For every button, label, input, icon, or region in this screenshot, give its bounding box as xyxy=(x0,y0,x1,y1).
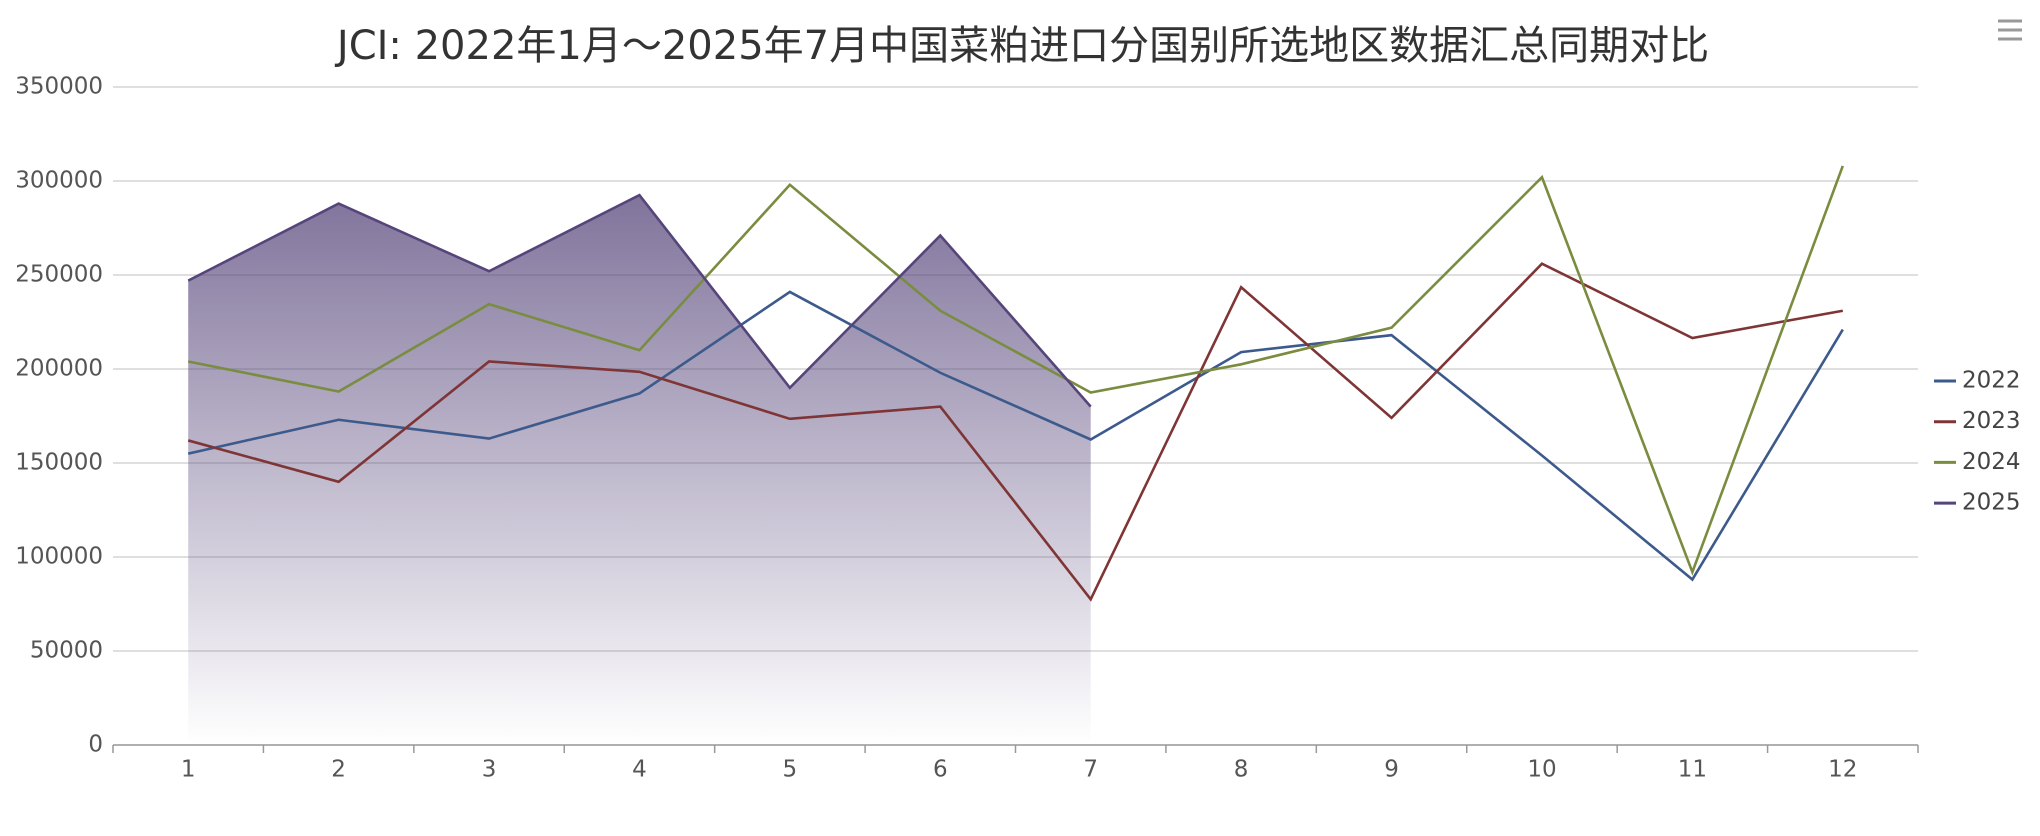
y-tick-label: 250000 xyxy=(15,262,103,288)
y-tick-label: 100000 xyxy=(15,544,103,570)
y-tick-label: 300000 xyxy=(15,168,103,194)
x-tick-label: 6 xyxy=(933,757,948,783)
chart-title: JCI: 2022年1月～2025年7月中国菜粕进口分国别所选地区数据汇总同期对… xyxy=(334,23,1709,69)
legend-label: 2024 xyxy=(1962,449,2021,475)
x-tick-label: 8 xyxy=(1234,757,1249,783)
x-tick-label: 10 xyxy=(1527,757,1556,783)
y-tick-label: 150000 xyxy=(15,450,103,476)
y-tick-label: 0 xyxy=(88,732,103,758)
x-tick-label: 7 xyxy=(1083,757,1098,783)
x-tick-label: 11 xyxy=(1678,757,1707,783)
line xyxy=(187,165,1845,576)
line xyxy=(187,193,1092,408)
x-tick-label: 3 xyxy=(482,757,497,783)
x-tick-label: 2 xyxy=(331,757,346,783)
line xyxy=(187,262,1844,602)
y-tick-label: 50000 xyxy=(30,638,103,664)
legend-label: 2025 xyxy=(1962,490,2021,516)
x-tick-label: 5 xyxy=(783,757,798,783)
legend-label: 2023 xyxy=(1962,408,2021,434)
x-tick-label: 1 xyxy=(181,757,196,783)
x-tick-label: 9 xyxy=(1384,757,1399,783)
line xyxy=(187,290,1844,582)
x-tick-label: 12 xyxy=(1828,757,1857,783)
legend-label: 2022 xyxy=(1962,368,2021,394)
y-tick-label: 350000 xyxy=(15,74,103,100)
menu-icon[interactable] xyxy=(1998,19,2022,41)
y-tick-label: 200000 xyxy=(15,356,103,382)
x-tick-label: 4 xyxy=(632,757,647,783)
area xyxy=(188,195,1091,746)
